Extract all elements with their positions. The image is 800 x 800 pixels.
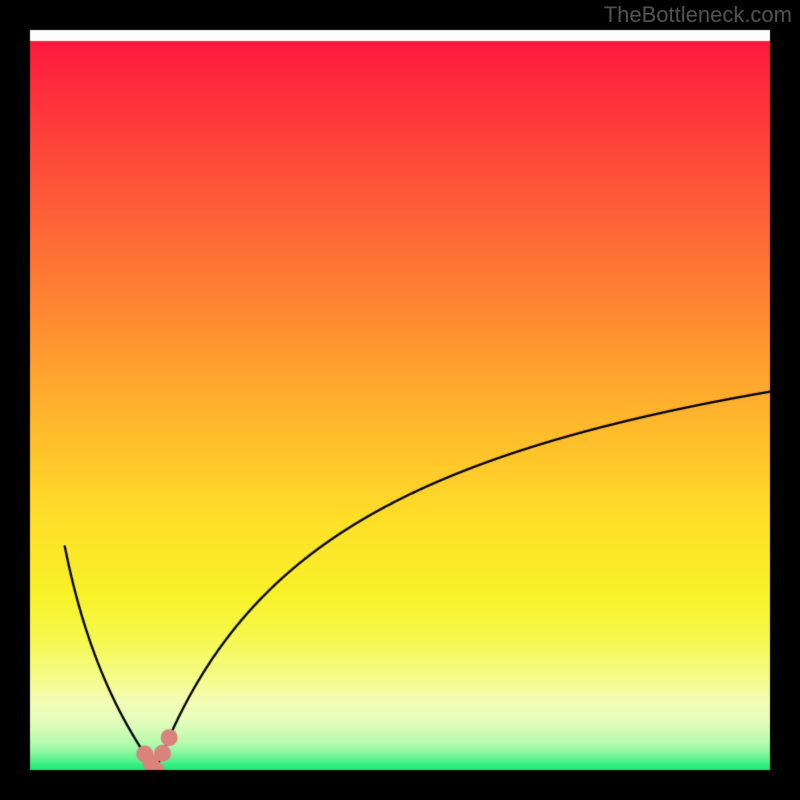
chart-container: TheBottleneck.com [0, 0, 800, 800]
bottleneck-chart-canvas [0, 0, 800, 800]
